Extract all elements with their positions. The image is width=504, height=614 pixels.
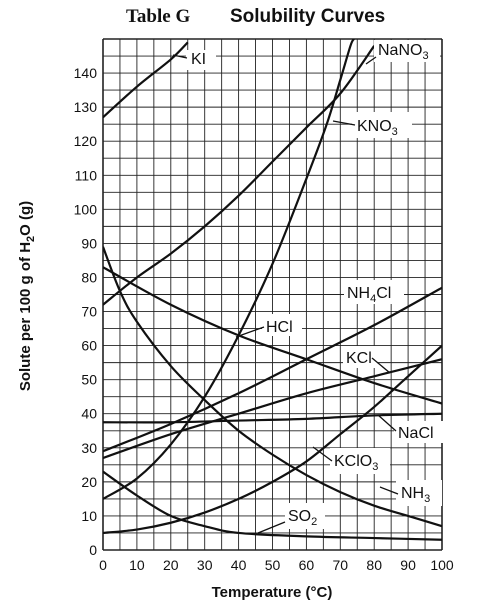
series-line-hcl [103, 266, 442, 405]
curve-label-nh4cl: NH4Cl [344, 280, 404, 305]
label-backdrop [344, 280, 404, 304]
x-tick-labels: 0 10 20 30 40 50 60 70 80 90 100 [99, 557, 454, 573]
curve-label-so2: SO2 [257, 503, 325, 534]
curve-label-text: NaCl [398, 425, 434, 442]
leader-line [257, 521, 286, 534]
series-line-nh3 [103, 246, 442, 528]
series-lines [103, 39, 442, 541]
y-tick-label-10: 10 [81, 508, 97, 524]
y-tick-label-140: 140 [74, 65, 98, 81]
curve-label-text: KClO3 [334, 453, 378, 473]
curve-label-kclo3: KClO3 [312, 446, 390, 474]
x-tick-label-40: 40 [231, 557, 247, 573]
leader-line [332, 120, 356, 126]
label-backdrop [396, 480, 442, 506]
x-tick-label-100: 100 [430, 557, 454, 573]
chart-title-name: Solubility Curves [230, 6, 385, 27]
curve-label-kcl: KCl [343, 346, 391, 374]
leader-line [235, 326, 265, 338]
series-line-nh4cl [103, 286, 442, 453]
leader-line [379, 486, 399, 495]
curve-label-text: KI [191, 51, 206, 68]
y-tick-label-100: 100 [74, 201, 98, 217]
label-backdrop [343, 346, 377, 368]
x-tick-label-90: 90 [400, 557, 416, 573]
curve-label-kno3: KNO3 [332, 112, 412, 138]
series-line-ki [103, 41, 189, 119]
curve-label-ki: KI [172, 50, 216, 70]
series-line-kno3 [103, 39, 355, 500]
label-backdrop [285, 503, 325, 529]
curve-label-nacl: NaCl [377, 414, 444, 443]
series-line-nano3 [103, 45, 376, 306]
y-tick-label-40: 40 [81, 406, 97, 422]
series-line-so2 [103, 470, 442, 541]
curve-label-hcl: HCl [235, 314, 302, 338]
y-axis-title: Solute per 100 g of H2O (g) [17, 201, 37, 391]
y-tick-label-30: 30 [81, 440, 97, 456]
leader-line [312, 446, 333, 462]
y-tick-labels: 0 10 20 30 40 50 60 70 80 90 100 110 120 130 140 [74, 65, 98, 558]
leader-line [172, 54, 188, 59]
series-line-kcl [103, 358, 442, 460]
y-tick-label-0: 0 [89, 542, 97, 558]
curve-labels: KI NaNO3 KNO3 NH4Cl HCl KCl NaCl KClO3 NH3 SO2 [172, 40, 444, 534]
x-tick-label-60: 60 [299, 557, 315, 573]
y-tick-label-70: 70 [81, 304, 97, 320]
y-tick-label-20: 20 [81, 474, 97, 490]
curve-label-text: HCl [266, 319, 293, 336]
curve-label-nano3: NaNO3 [365, 40, 440, 65]
series-line-kclo3 [103, 344, 442, 535]
chart-title-table: Table G [126, 6, 190, 27]
curve-label-nh3: NH3 [379, 480, 442, 506]
x-tick-label-10: 10 [129, 557, 145, 573]
y-tick-label-110: 110 [75, 167, 98, 183]
curve-label-text: NH3 [401, 485, 430, 505]
x-tick-label-30: 30 [197, 557, 213, 573]
x-axis-title: Temperature (°C) [212, 584, 333, 601]
leader-line [371, 357, 391, 374]
y-tick-label-90: 90 [81, 235, 97, 251]
x-tick-label-70: 70 [333, 557, 349, 573]
y-tick-label-120: 120 [74, 133, 98, 149]
x-tick-label-80: 80 [366, 557, 382, 573]
label-backdrop [394, 421, 444, 443]
label-backdrop [374, 40, 440, 62]
series-line-nacl [103, 412, 442, 424]
x-tick-label-50: 50 [265, 557, 281, 573]
curve-label-text: KNO3 [357, 118, 398, 138]
label-backdrop [330, 448, 390, 474]
y-tick-label-130: 130 [74, 99, 98, 115]
curve-label-text: SO2 [288, 508, 317, 528]
y-tick-label-80: 80 [81, 269, 97, 285]
leader-line [377, 414, 397, 432]
y-tick-label-60: 60 [81, 338, 97, 354]
x-tick-label-20: 20 [163, 557, 179, 573]
label-backdrop [352, 112, 412, 138]
curve-label-text: NaNO3 [378, 42, 429, 62]
curve-label-text: NH4Cl [347, 285, 391, 305]
x-tick-label-0: 0 [99, 557, 107, 573]
curve-label-text: KCl [346, 350, 372, 367]
label-backdrop [262, 314, 302, 336]
label-backdrop [186, 50, 216, 70]
y-tick-label-50: 50 [81, 372, 97, 388]
leader-line [365, 56, 377, 65]
